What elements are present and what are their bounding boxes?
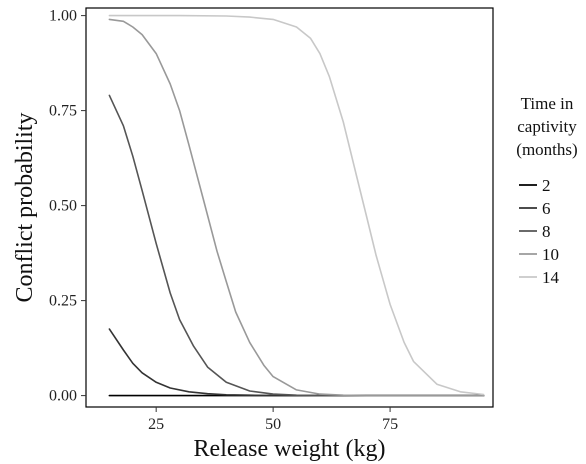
series-line-10	[108, 18, 485, 397]
x-tick-label: 75	[382, 416, 398, 433]
y-tick-label: 1.00	[49, 8, 77, 25]
legend-title-line-2: captivity	[517, 117, 577, 136]
legend-label-14: 14	[542, 268, 560, 287]
y-tick-label: 0.00	[49, 388, 77, 405]
legend: Time in captivity (months) 2 6 8 10 14	[516, 94, 577, 287]
legend-label-8: 8	[542, 222, 551, 241]
legend-title-line-3: (months)	[516, 140, 577, 159]
y-tick-label: 0.50	[49, 198, 77, 215]
x-tick-label: 50	[265, 416, 281, 433]
legend-label-6: 6	[542, 199, 551, 218]
legend-label-10: 10	[542, 245, 559, 264]
y-tick-label: 0.75	[49, 103, 77, 120]
plot-panel	[85, 7, 494, 408]
series-line-8	[108, 94, 485, 397]
y-tick-label: 0.25	[49, 293, 77, 310]
series-line-14	[108, 14, 485, 396]
legend-title-line-1: Time in	[521, 94, 574, 113]
y-axis: 0.00 0.25 0.50 0.75 1.00	[49, 8, 86, 405]
legend-label-2: 2	[542, 176, 551, 195]
y-axis-title: Conflict probability	[12, 113, 38, 303]
x-axis: 25 50 75	[148, 407, 398, 433]
x-tick-label: 25	[148, 416, 164, 433]
x-axis-title: Release weight (kg)	[194, 436, 386, 462]
series-lines	[108, 14, 485, 397]
